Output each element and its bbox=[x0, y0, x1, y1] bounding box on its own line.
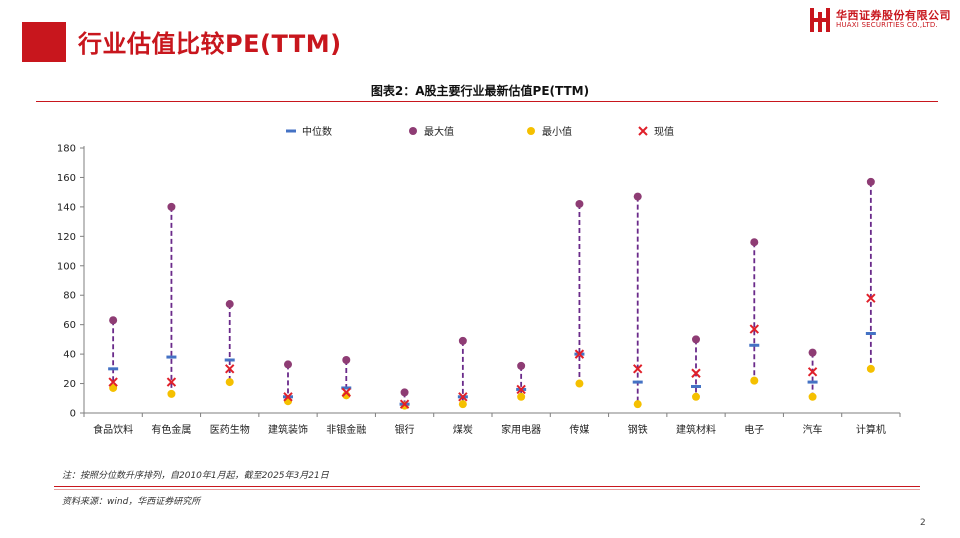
y-tick-label: 160 bbox=[57, 173, 76, 184]
current-point bbox=[574, 349, 585, 359]
y-tick-label: 60 bbox=[63, 320, 76, 331]
max-point bbox=[633, 192, 642, 201]
current-point bbox=[866, 293, 876, 303]
max-point bbox=[342, 356, 351, 364]
current-point bbox=[166, 377, 177, 387]
min-point bbox=[750, 376, 759, 385]
data-source: 资料来源：wind，华西证券研究所 bbox=[62, 497, 201, 507]
chart-title-divider bbox=[36, 101, 938, 102]
x-tick-label: 非银金融 bbox=[326, 423, 366, 436]
y-tick-label: 0 bbox=[70, 409, 76, 420]
min-point bbox=[517, 392, 526, 401]
max-point bbox=[400, 388, 409, 397]
max-point bbox=[750, 238, 759, 247]
max-point bbox=[284, 360, 292, 369]
x-tick-label: 传媒 bbox=[569, 424, 589, 436]
x-tick-label: 煤炭 bbox=[453, 423, 473, 436]
max-point bbox=[167, 202, 176, 211]
current-point bbox=[807, 367, 818, 377]
max-point bbox=[692, 335, 700, 344]
current-point bbox=[516, 384, 526, 395]
min-point bbox=[167, 389, 176, 398]
current-point bbox=[341, 387, 351, 398]
max-point bbox=[808, 348, 817, 357]
legend-max-marker bbox=[409, 127, 417, 135]
company-logo: 华西证券股份有限公司 HUAXI SECURITIES CO.,LTD. bbox=[810, 8, 951, 32]
x-tick-label: 有色金属 bbox=[151, 423, 191, 436]
x-tick-label: 汽车 bbox=[803, 423, 823, 436]
footer-divider bbox=[54, 486, 920, 487]
min-point bbox=[109, 383, 118, 392]
x-tick-label: 建筑材料 bbox=[676, 423, 716, 436]
max-point bbox=[866, 177, 875, 186]
x-tick-label: 建筑装饰 bbox=[268, 423, 308, 436]
current-point bbox=[458, 392, 468, 402]
title-accent-bar bbox=[22, 22, 66, 62]
current-point bbox=[633, 364, 643, 374]
x-tick-label: 食品饮料 bbox=[93, 423, 133, 436]
max-point bbox=[225, 300, 234, 309]
min-point bbox=[575, 379, 584, 388]
x-tick-label: 家用电器 bbox=[501, 423, 541, 436]
current-point bbox=[691, 368, 701, 378]
x-tick-label: 医药生物 bbox=[210, 423, 250, 436]
min-point bbox=[633, 400, 642, 409]
y-tick-label: 20 bbox=[63, 379, 76, 390]
min-point bbox=[866, 364, 875, 373]
current-point bbox=[749, 324, 759, 334]
huaxi-logo-icon bbox=[810, 8, 830, 32]
chart-note: 注：按照分位数升序排列，自2010年1月起，截至2025年3月21日 bbox=[62, 471, 329, 481]
x-tick-label: 银行 bbox=[395, 423, 415, 436]
current-point bbox=[225, 364, 235, 374]
max-point bbox=[517, 361, 526, 370]
y-tick-label: 120 bbox=[57, 232, 76, 243]
legend-current-label: 现值 bbox=[654, 125, 674, 138]
y-tick-label: 100 bbox=[57, 261, 76, 272]
logo-company-name-en: HUAXI SECURITIES CO.,LTD. bbox=[836, 21, 938, 30]
logo-company-name-cn: 华西证券股份有限公司 bbox=[836, 9, 951, 23]
min-point bbox=[808, 392, 817, 401]
legend-median-label: 中位数 bbox=[302, 125, 332, 138]
legend-current-marker bbox=[638, 126, 648, 136]
chart-title: 图表2：A股主要行业最新估值PE(TTM) bbox=[370, 84, 590, 98]
legend-min-marker bbox=[527, 127, 535, 135]
y-tick-label: 140 bbox=[57, 202, 76, 213]
current-point bbox=[283, 392, 293, 402]
max-point bbox=[109, 316, 118, 325]
page-title: 行业估值比较PE(TTM) bbox=[78, 30, 342, 58]
x-tick-label: 电子 bbox=[744, 423, 764, 436]
x-tick-label: 钢铁 bbox=[628, 423, 648, 436]
y-tick-label: 80 bbox=[63, 291, 76, 302]
page-number: 2 bbox=[920, 518, 926, 528]
x-tick-label: 计算机 bbox=[856, 423, 886, 436]
legend-min-label: 最小值 bbox=[542, 125, 572, 138]
current-point bbox=[108, 377, 118, 387]
y-tick-label: 180 bbox=[57, 144, 76, 155]
footer-divider-secondary bbox=[54, 489, 920, 490]
max-point bbox=[458, 336, 467, 345]
current-point bbox=[399, 399, 410, 409]
y-tick-label: 40 bbox=[63, 350, 76, 361]
min-point bbox=[458, 400, 467, 409]
max-point bbox=[575, 199, 584, 208]
legend-max-label: 最大值 bbox=[424, 125, 454, 138]
min-point bbox=[692, 392, 700, 401]
min-point bbox=[225, 378, 234, 387]
